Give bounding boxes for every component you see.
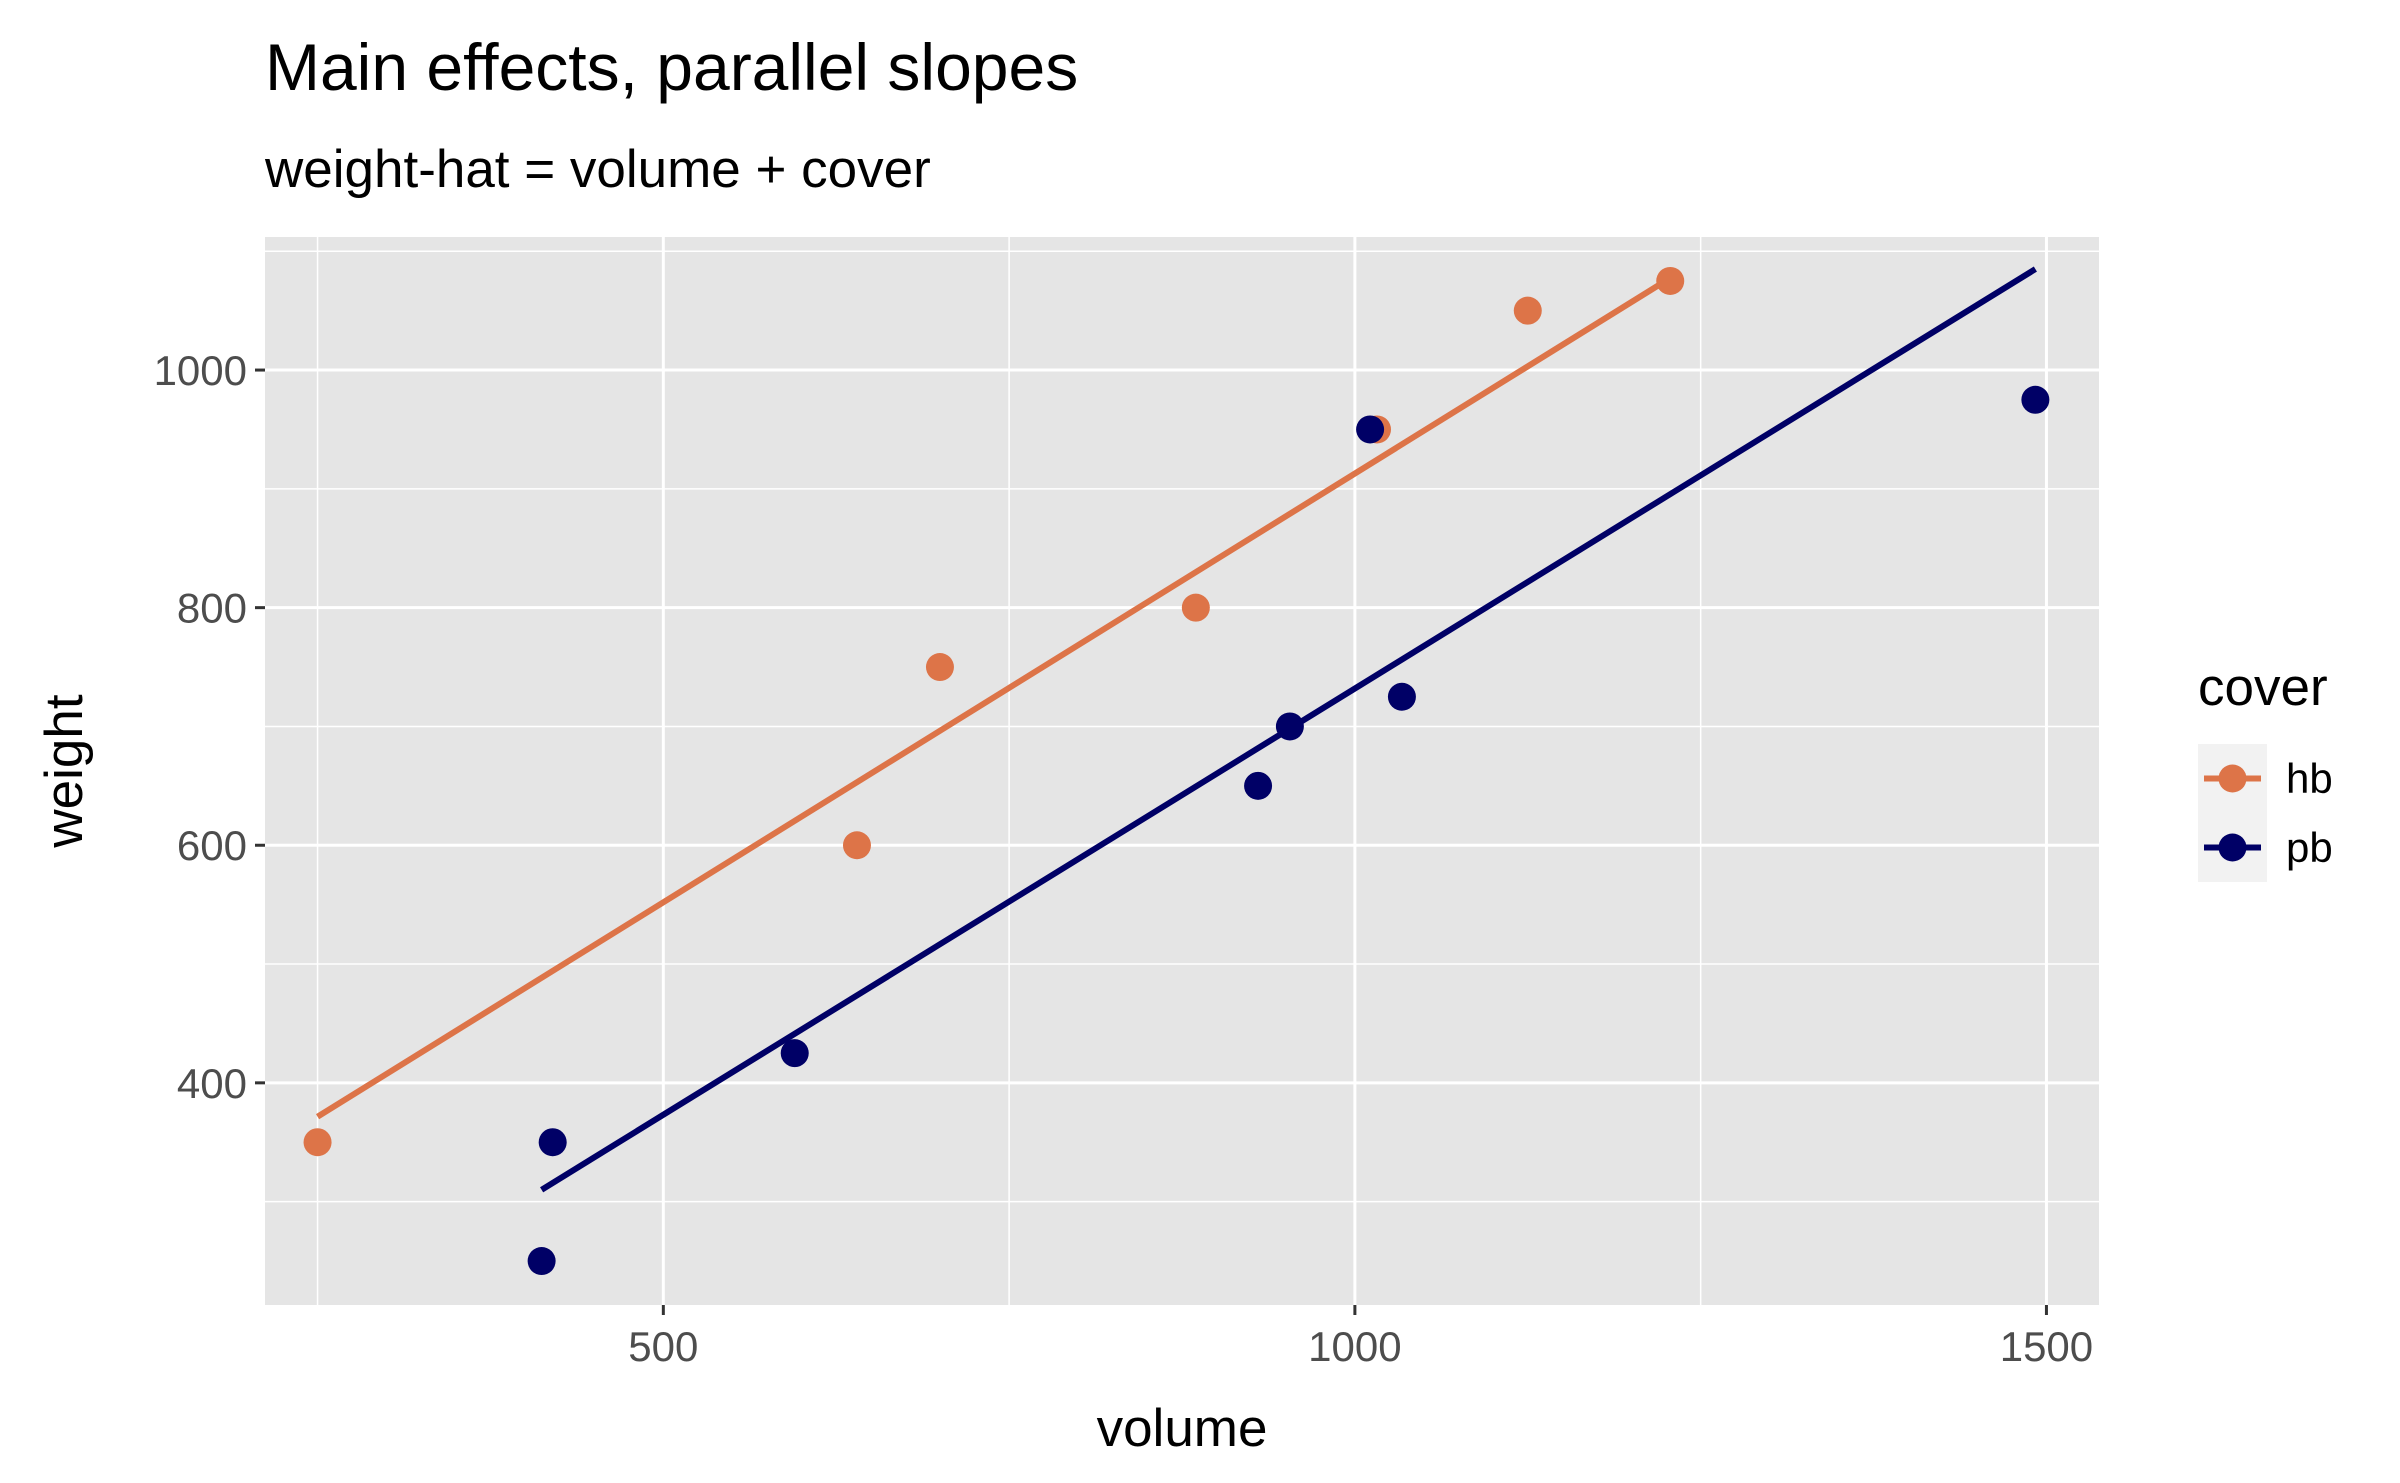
grid-minor	[265, 237, 2099, 1305]
x-tick-label: 1000	[1308, 1323, 1401, 1370]
point-pb	[527, 1247, 556, 1276]
legend-title: cover	[2198, 658, 2328, 717]
y-tick-label: 600	[177, 822, 247, 869]
y-tick-label: 800	[177, 585, 247, 632]
point-pb	[1244, 771, 1273, 800]
point-hb	[842, 831, 871, 860]
x-tick-label: 1500	[2000, 1323, 2093, 1370]
point-hb	[303, 1128, 332, 1157]
point-pb	[1387, 682, 1416, 711]
point-hb	[1513, 296, 1542, 325]
point-pb	[538, 1128, 567, 1157]
x-axis-title: volume	[1097, 1399, 1268, 1458]
legend-key-point	[2218, 764, 2247, 793]
legend-label: pb	[2286, 824, 2333, 871]
point-hb	[925, 653, 954, 682]
legend-key-point	[2218, 833, 2247, 862]
point-pb	[1356, 415, 1385, 444]
x-axis: 500 1000 1500	[628, 1305, 2093, 1370]
legend-label: hb	[2286, 755, 2333, 802]
point-hb	[1656, 266, 1685, 295]
x-tick-label: 500	[628, 1323, 698, 1370]
legend: cover hb pb	[2198, 658, 2333, 882]
fit-line-hb	[315, 275, 1672, 1120]
y-tick-label: 1000	[154, 347, 247, 394]
y-axis: 400 600 800 1000	[154, 347, 265, 1107]
point-hb	[1181, 593, 1210, 622]
point-pb	[2021, 385, 2050, 414]
point-pb	[1275, 712, 1304, 741]
y-axis-title: weight	[35, 694, 94, 848]
chart-subtitle: weight-hat = volume + cover	[264, 140, 931, 199]
points	[303, 266, 2050, 1276]
chart-title: Main effects, parallel slopes	[265, 30, 1078, 104]
y-tick-label: 400	[177, 1060, 247, 1107]
point-pb	[780, 1039, 809, 1068]
legend-keys: hb pb	[2198, 744, 2333, 882]
